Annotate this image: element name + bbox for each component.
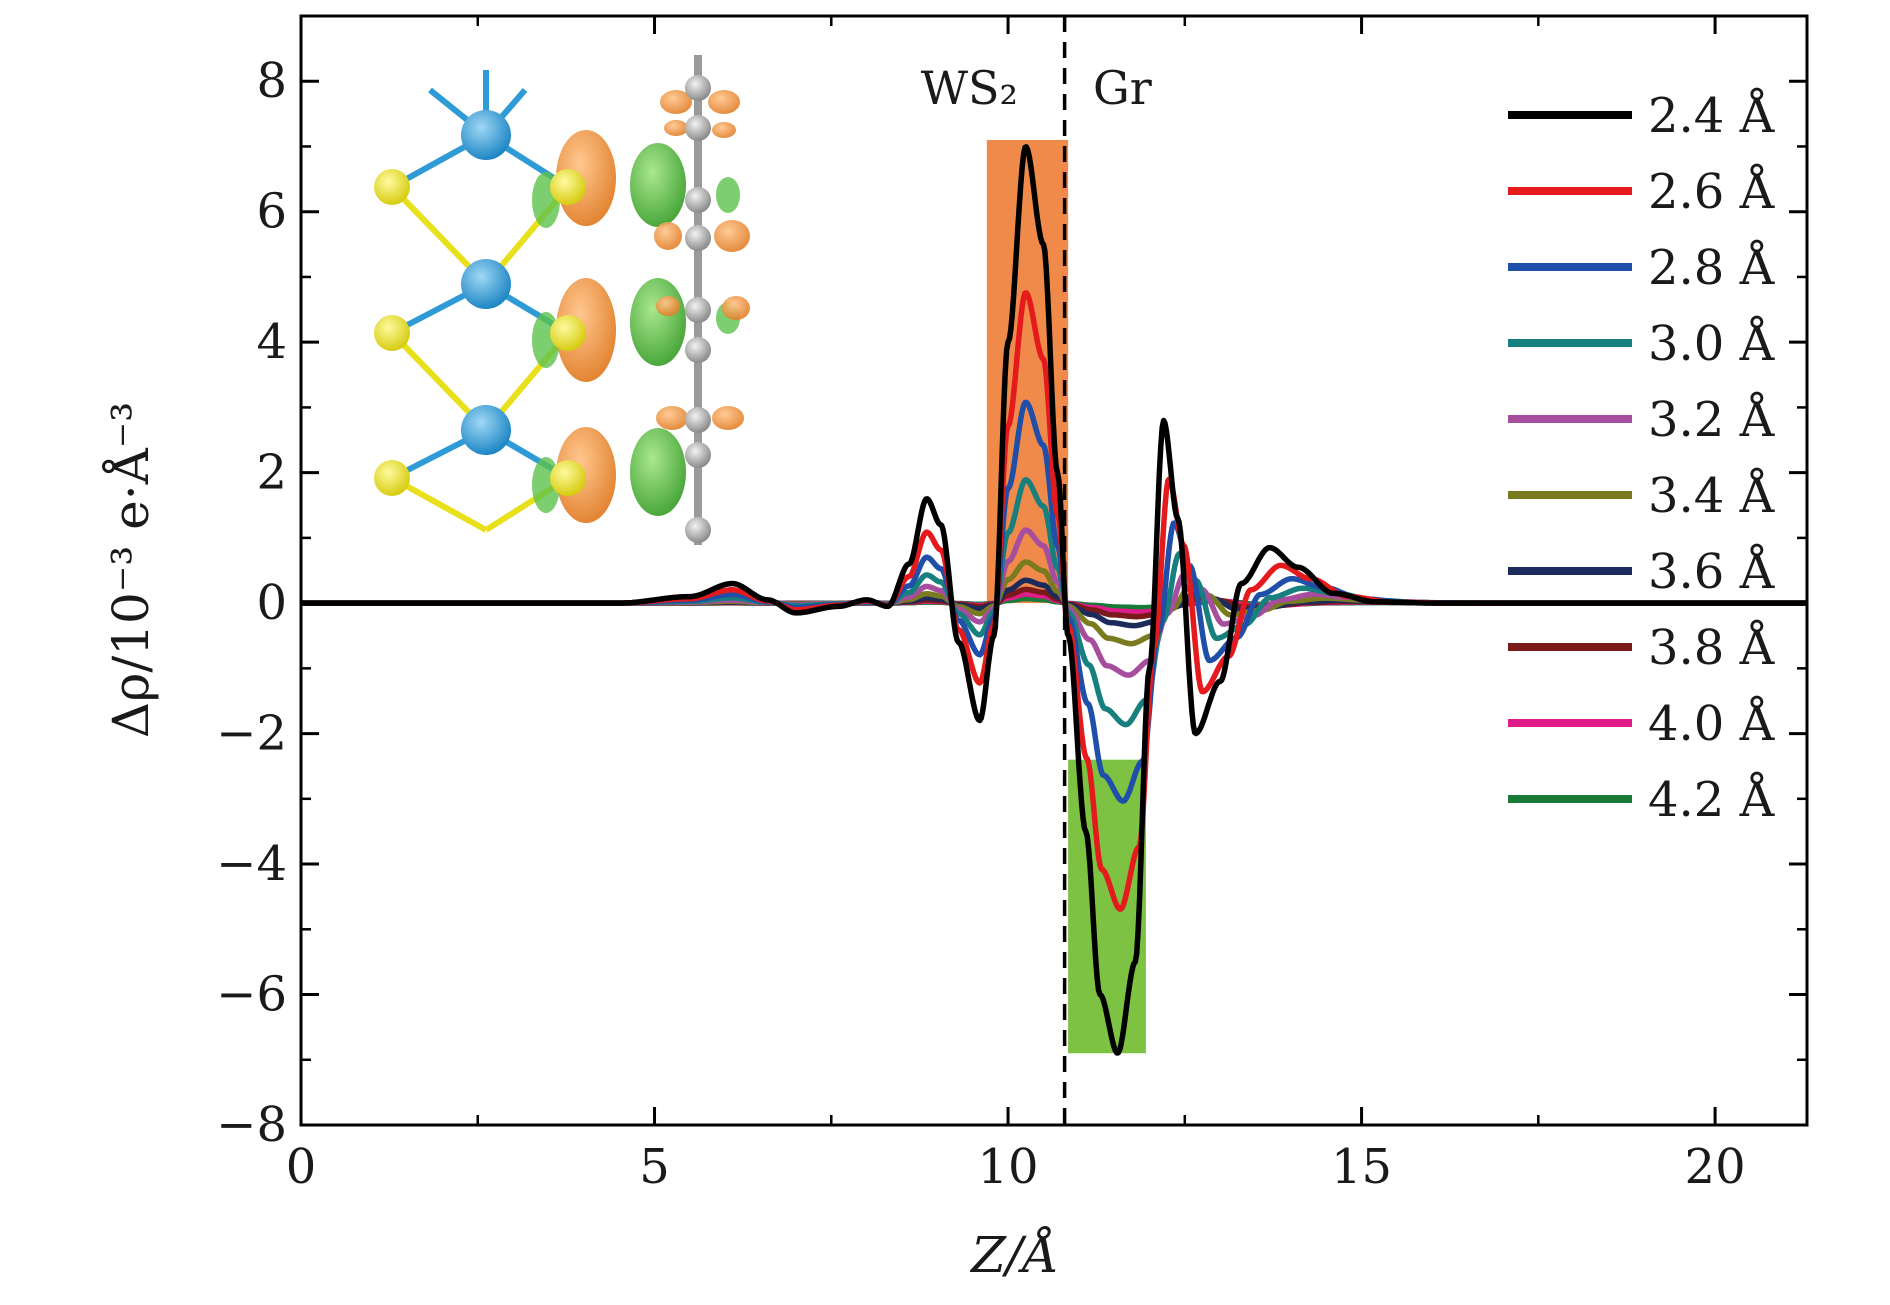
x-tick-label: 15	[1331, 1139, 1392, 1195]
accumulation-lobe	[656, 406, 688, 430]
carbon-atom	[685, 517, 711, 543]
y-tick-label: 4	[256, 314, 287, 370]
x-tick-label: 0	[286, 1139, 317, 1195]
depletion-lobe	[630, 143, 686, 227]
x-axis-label: Z/Å	[969, 1225, 1059, 1284]
carbon-atom	[685, 442, 711, 468]
depletion-lobe	[716, 177, 740, 213]
y-tick-label: 2	[256, 445, 287, 501]
sulfur-atom	[550, 315, 586, 351]
y-tick-label: −6	[216, 967, 287, 1023]
accumulation-lobe	[722, 296, 750, 320]
structure-inset	[374, 55, 750, 545]
legend-label: 3.8 Å	[1648, 619, 1776, 676]
sulfur-atom	[550, 460, 586, 496]
tungsten-atom	[461, 405, 511, 455]
x-tick-label: 10	[978, 1139, 1039, 1195]
y-tick-label: 8	[256, 53, 287, 109]
carbon-atom	[685, 75, 711, 101]
sulfur-atom	[374, 169, 410, 205]
carbon-atom	[685, 225, 711, 251]
sulfur-atom	[374, 460, 410, 496]
legend-label: 4.2 Å	[1648, 771, 1776, 828]
accumulation-lobe	[556, 278, 616, 382]
y-tick-label: −4	[216, 836, 287, 892]
region-label-gr: Gr	[1093, 61, 1152, 115]
legend-label: 2.4 Å	[1648, 87, 1776, 144]
carbon-atom	[685, 337, 711, 363]
carbon-atom	[685, 187, 711, 213]
sulfur-atom	[550, 169, 586, 205]
legend-label: 2.6 Å	[1648, 163, 1776, 220]
region-label-ws2: WS₂	[921, 61, 1018, 115]
accumulation-lobe	[664, 120, 688, 136]
carbon-atom	[685, 115, 711, 141]
depletion-lobe	[630, 278, 686, 366]
legend-label: 4.0 Å	[1648, 695, 1776, 752]
tungsten-atom	[461, 110, 511, 160]
plot-frame	[299, 14, 1809, 1127]
depletion-lobe	[630, 428, 686, 516]
legend-label: 3.2 Å	[1648, 391, 1776, 448]
y-tick-label: 0	[256, 575, 287, 631]
x-tick-label: 20	[1685, 1139, 1746, 1195]
tungsten-atom	[461, 259, 511, 309]
y-tick-label: 6	[256, 184, 287, 240]
accumulation-lobe	[712, 122, 736, 138]
carbon-atom	[685, 407, 711, 433]
legend-label: 3.6 Å	[1648, 543, 1776, 600]
accumulation-lobe	[556, 427, 616, 523]
accumulation-lobe	[656, 296, 680, 316]
legend-label: 3.4 Å	[1648, 467, 1776, 524]
accumulation-lobe	[660, 90, 692, 114]
accumulation-lobe	[714, 220, 750, 252]
curves	[301, 144, 1807, 1056]
accumulation-lobe	[708, 90, 740, 114]
accumulation-lobe	[654, 222, 682, 250]
y-tick-label: −8	[216, 1097, 287, 1153]
y-tick-label: −2	[216, 706, 287, 762]
accumulation-lobe	[712, 406, 744, 430]
x-tick-label: 5	[639, 1139, 670, 1195]
legend: 2.4 Å 2.6 Å 2.8 Å 3.0 Å 3.2 Å 3.4 Å 3.6 Å 3.8 Å…	[1508, 87, 1776, 828]
y-axis-label: Δρ/10⁻³ e·Å⁻³	[101, 402, 160, 738]
series-line-2.4	[301, 144, 1807, 1056]
legend-label: 2.8 Å	[1648, 239, 1776, 296]
axes: 0 5 10 15 20 −8 −6 −4 −2 0 2 4 6 8	[216, 14, 1809, 1195]
legend-label: 3.0 Å	[1648, 315, 1776, 372]
sulfur-atom	[374, 315, 410, 351]
carbon-atom	[685, 297, 711, 323]
